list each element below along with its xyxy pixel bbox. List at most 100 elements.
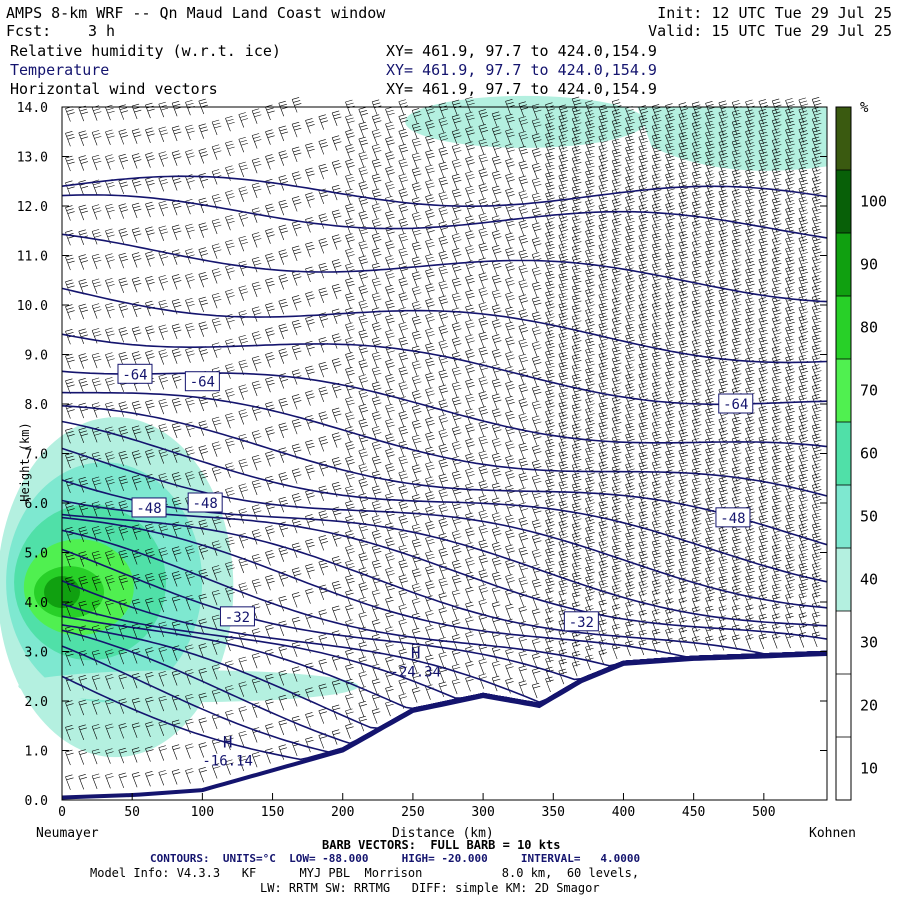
wind-barb [65, 279, 75, 295]
wind-barb [451, 337, 462, 353]
wind-barb [278, 670, 287, 686]
wind-barb [345, 322, 355, 338]
wind-barb [65, 403, 75, 419]
y-tick-label: 2.0 [25, 695, 48, 710]
wind-barb [105, 104, 115, 121]
wind-barb [491, 200, 502, 217]
wind-barb [505, 633, 514, 650]
contour-label: -32 [225, 610, 250, 626]
wind-barb [518, 101, 529, 117]
wind-barb [451, 263, 462, 279]
field-1-name: Relative humidity (w.r.t. ice) [10, 42, 281, 60]
wind-barb [145, 399, 155, 416]
wind-barb [118, 327, 129, 343]
model-info-2: LW: RRTM SW: RRTMG DIFF: simple KM: 2D S… [260, 881, 600, 895]
wind-barb [265, 203, 275, 220]
wind-barb [358, 418, 369, 435]
wind-barb [398, 277, 409, 293]
contour-legend: CONTOURS: UNITS=°C LOW= -88.000 HIGH= -2… [150, 852, 641, 865]
wind-barb [131, 524, 142, 540]
wind-barb [278, 100, 289, 117]
wind-barb [358, 582, 369, 598]
wind-barb [78, 402, 89, 419]
wind-barb [185, 273, 195, 289]
wind-barb [411, 122, 422, 139]
wind-barb [185, 124, 195, 141]
wind-barb [425, 164, 435, 181]
wind-barb [438, 651, 447, 668]
wind-barb [438, 577, 449, 594]
wind-barb [305, 514, 315, 530]
wind-barb [91, 328, 102, 344]
wind-barb [105, 723, 114, 739]
wind-barb [331, 630, 341, 646]
wind-barb [171, 348, 182, 364]
wind-barb [425, 417, 435, 433]
wind-barb [758, 99, 769, 115]
wind-barb [171, 595, 181, 612]
colorbar-segment [836, 359, 851, 422]
wind-barb [398, 336, 409, 353]
wind-barb [171, 571, 182, 587]
wind-barb [478, 465, 489, 481]
wind-barb [358, 448, 369, 465]
wind-barb [398, 619, 407, 635]
wind-barb [398, 559, 409, 576]
wind-barb [91, 303, 102, 319]
colorbar-tick-label: 70 [860, 382, 878, 400]
wind-barb [238, 186, 249, 202]
wind-barb [105, 451, 115, 467]
wind-barb [131, 202, 142, 219]
wind-barb [451, 129, 462, 145]
wind-barb [518, 190, 529, 206]
wind-barb [531, 222, 542, 238]
wind-barb [65, 527, 75, 543]
wind-barb [131, 276, 142, 293]
wind-barb [518, 665, 527, 682]
wind-barb [318, 361, 329, 378]
wind-barb [105, 179, 115, 195]
wind-barb [745, 99, 755, 116]
wind-barb [718, 100, 729, 116]
wind-barb [411, 226, 422, 243]
wind-barb [385, 270, 395, 286]
wind-barb [78, 279, 89, 295]
wind-barb [278, 125, 289, 142]
wind-barb [411, 419, 422, 436]
wind-barb [491, 349, 502, 365]
wind-barb [78, 130, 89, 146]
wind-barb [411, 538, 422, 555]
wind-barb [491, 170, 502, 187]
x-tick-label: 0 [58, 805, 66, 820]
wind-barb [118, 153, 129, 170]
wind-barb [145, 474, 155, 490]
wind-barb [531, 445, 542, 461]
wind-barb [385, 522, 395, 539]
wind-barb [478, 435, 489, 452]
wind-barb [411, 271, 422, 287]
wind-barb [331, 382, 342, 399]
wind-barb [198, 742, 207, 758]
y-tick-label: 13.0 [17, 151, 48, 166]
wind-barb [465, 482, 475, 499]
wind-barb [118, 252, 129, 269]
wind-barb [491, 215, 502, 231]
colorbar-segment [836, 107, 851, 170]
wind-barb [145, 721, 154, 737]
colorbar-segment [836, 737, 851, 800]
wind-barb [185, 396, 195, 413]
wind-barb [291, 97, 302, 113]
wind-barb [385, 374, 395, 390]
wind-barb [318, 312, 329, 328]
wind-barb [425, 328, 435, 344]
wind-barb [78, 501, 89, 518]
wind-barb [478, 242, 489, 259]
wind-barb [465, 676, 474, 692]
wind-barb [118, 723, 127, 739]
wind-barb [411, 375, 422, 391]
wind-barb [78, 328, 89, 344]
wind-barb [305, 390, 315, 406]
wind-barb [478, 124, 489, 140]
wind-barb [145, 523, 155, 539]
wind-barb [451, 649, 461, 665]
